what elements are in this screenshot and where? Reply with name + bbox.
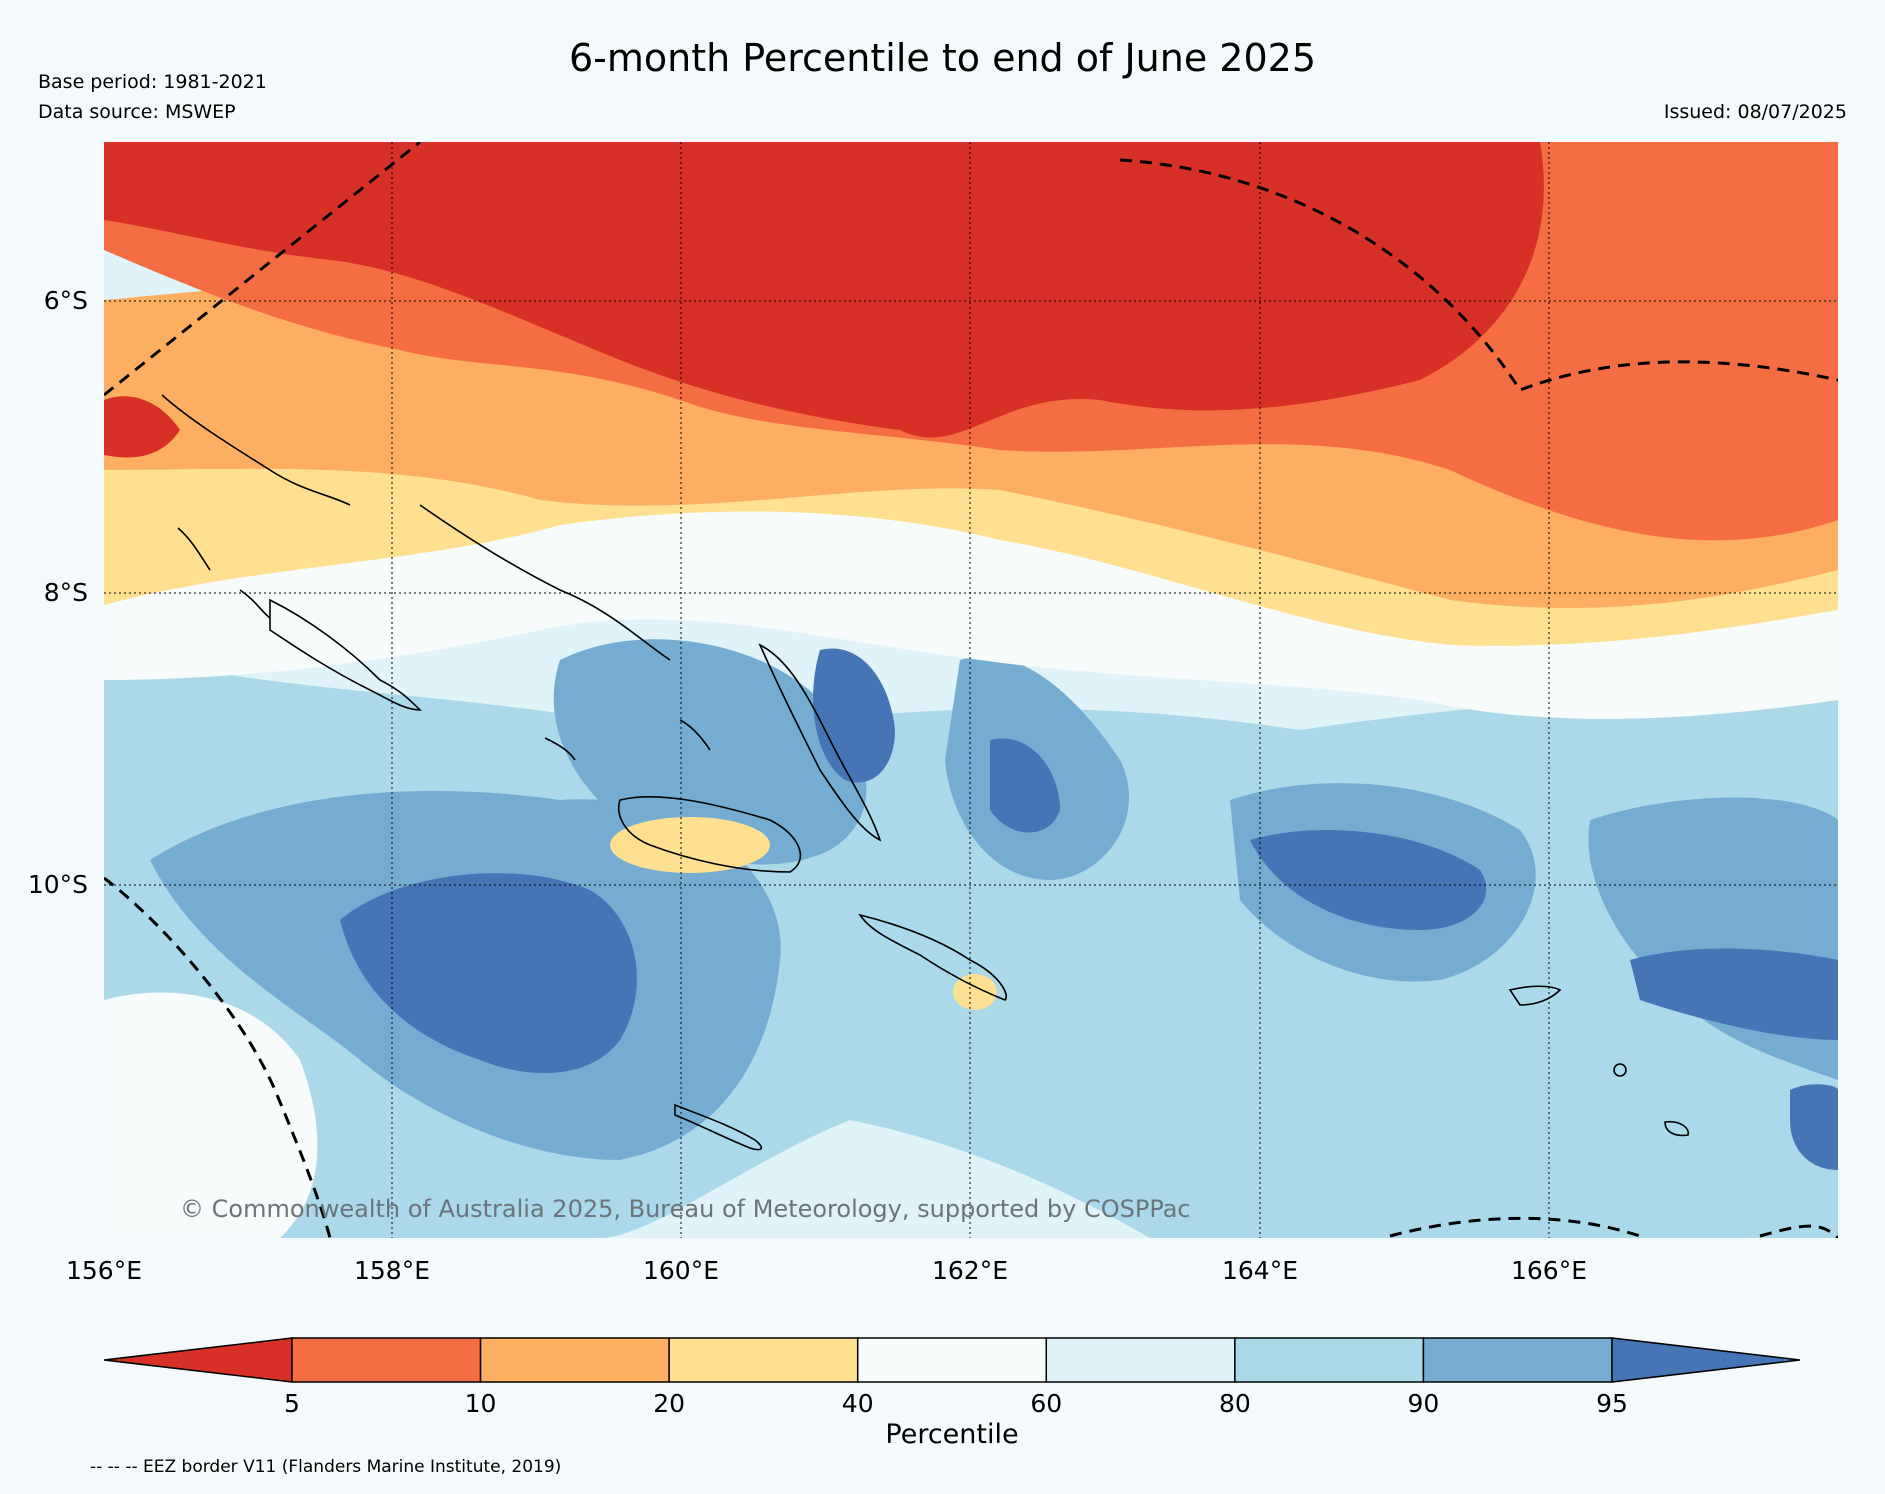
colorbar-segment bbox=[856, 1337, 1048, 1383]
colorbar-tick-label: 95 bbox=[1596, 1389, 1628, 1418]
colorbar-tick-label: 40 bbox=[842, 1389, 874, 1418]
coast-santa-cruz bbox=[1508, 985, 1562, 1006]
eez-footnote: -- -- -- EEZ border V11 (Flanders Marine… bbox=[90, 1457, 562, 1477]
colorbar-tick-label: 10 bbox=[465, 1389, 497, 1418]
coast-anuta bbox=[1664, 1120, 1689, 1137]
lon-label-156e: 156°E bbox=[66, 1256, 142, 1285]
colorbar-tick-label: 5 bbox=[284, 1389, 300, 1418]
data-source-text: Data source: MSWEP bbox=[38, 101, 236, 123]
coast-tikopia bbox=[1613, 1063, 1627, 1077]
lon-label-162e: 162°E bbox=[932, 1256, 1008, 1285]
coast-florida-islands bbox=[679, 719, 711, 751]
eez-borders bbox=[104, 142, 1838, 1238]
lat-label-6s: 6°S bbox=[44, 286, 88, 315]
colorbar-tick-label: 60 bbox=[1030, 1389, 1062, 1418]
coastlines bbox=[161, 394, 1689, 1151]
colorbar-tick-label: 80 bbox=[1219, 1389, 1251, 1418]
colorbar-segment bbox=[1234, 1337, 1425, 1383]
field-above-95-a bbox=[340, 873, 637, 1074]
eez-border-se bbox=[1389, 1216, 1838, 1238]
lon-label-158e: 158°E bbox=[354, 1256, 430, 1285]
map-title: 6-month Percentile to end of June 2025 bbox=[569, 36, 1316, 80]
lon-label-166e: 166°E bbox=[1511, 1256, 1587, 1285]
coast-shortland bbox=[177, 527, 211, 571]
coast-santa-isabel bbox=[419, 504, 671, 661]
lat-label-10s: 10°S bbox=[28, 870, 88, 899]
base-period-text: Base period: 1981-2021 bbox=[38, 71, 267, 93]
field-90-95-b bbox=[553, 639, 867, 865]
field-40-60-south bbox=[104, 992, 318, 1238]
colorbar-label: Percentile bbox=[885, 1419, 1018, 1450]
colorbar: 5 10 20 40 60 80 90 95 bbox=[103, 1337, 1801, 1418]
field-above-95-d bbox=[1250, 830, 1487, 930]
colorbar-arrow-high bbox=[1611, 1337, 1801, 1383]
copyright-text: © Commonwealth of Australia 2025, Bureau… bbox=[180, 1195, 1191, 1223]
colorbar-tick-label: 90 bbox=[1408, 1389, 1440, 1418]
colorbar-tick-label: 20 bbox=[653, 1389, 685, 1418]
coast-rennell bbox=[674, 1103, 763, 1151]
field-above-95-b bbox=[813, 648, 895, 783]
coast-makira bbox=[858, 913, 1007, 1001]
lon-label-164e: 164°E bbox=[1222, 1256, 1298, 1285]
percentile-field bbox=[104, 142, 1838, 1238]
field-above-95-f bbox=[1790, 1084, 1838, 1170]
lat-label-8s: 8°S bbox=[44, 578, 88, 607]
field-below-5 bbox=[104, 142, 1544, 438]
field-dry-spot-makira bbox=[953, 974, 997, 1010]
field-dry-spot-guadalcanal bbox=[610, 817, 770, 873]
field-20-40 bbox=[104, 468, 1838, 646]
issued-date-text: Issued: 08/07/2025 bbox=[1663, 101, 1847, 123]
lon-label-160e: 160°E bbox=[643, 1256, 719, 1285]
colorbar-segment bbox=[1045, 1337, 1236, 1383]
eez-border-sw bbox=[104, 876, 332, 1238]
coast-malaita bbox=[758, 643, 882, 842]
coast-guadalcanal bbox=[618, 795, 802, 873]
colorbar-segment bbox=[291, 1337, 482, 1383]
coast-new-georgia bbox=[269, 598, 422, 711]
eez-border-nw bbox=[104, 142, 421, 397]
coast-russell-islands bbox=[544, 737, 576, 761]
coast-choiseul-tip bbox=[239, 589, 271, 619]
field-below-5-west bbox=[104, 396, 180, 458]
eez-border-ne bbox=[1119, 158, 1838, 392]
field-40-60-mid bbox=[104, 506, 1838, 719]
colorbar-arrow-low bbox=[103, 1337, 293, 1383]
field-above-95-e bbox=[1630, 948, 1838, 1040]
graticule bbox=[104, 142, 1838, 1238]
coast-bougainville bbox=[161, 394, 351, 506]
colorbar-segment bbox=[668, 1337, 859, 1383]
colorbar-segment bbox=[1422, 1337, 1613, 1383]
field-above-95-c bbox=[990, 738, 1060, 833]
colorbar-segment bbox=[479, 1337, 670, 1383]
